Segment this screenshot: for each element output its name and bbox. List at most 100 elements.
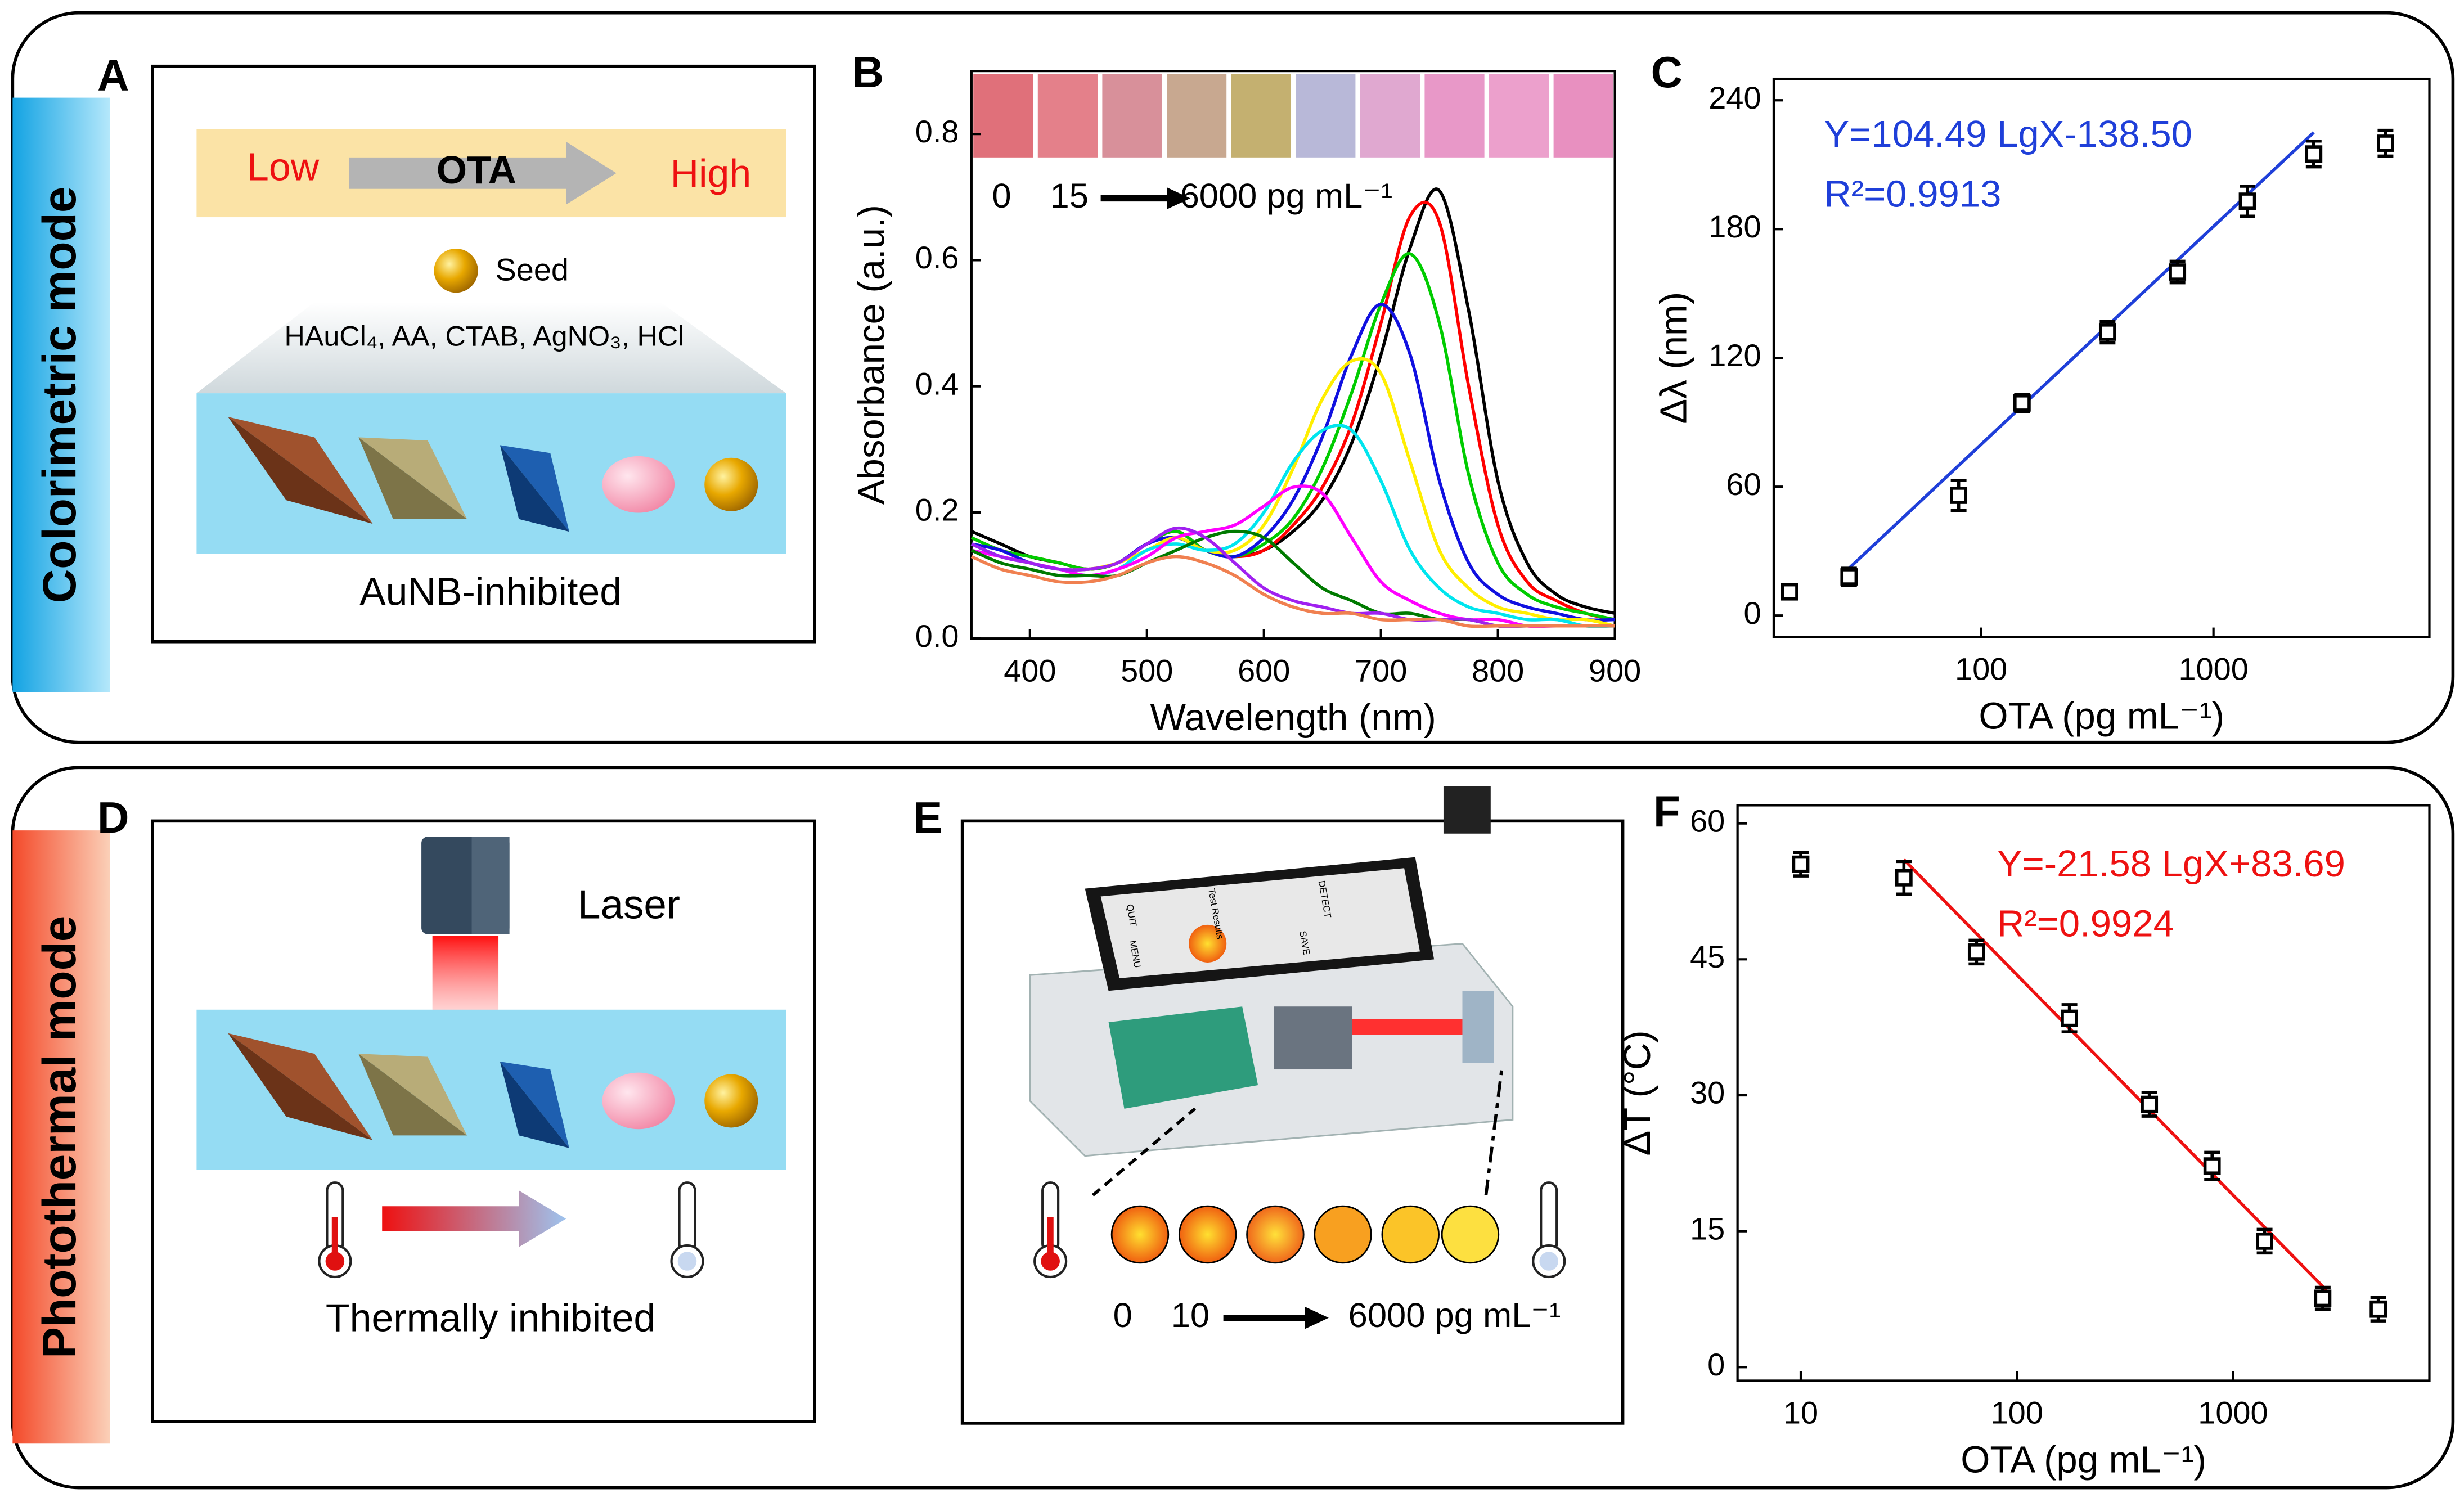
arrow [382,1190,566,1247]
equation: Y=104.49 LgX-138.50 [1824,113,2192,155]
vial [973,74,1033,158]
y-axis-label: Absorbance (a.u.) [850,205,892,505]
data-point [1967,943,1985,961]
arrow [349,141,617,205]
x-tick-label: 700 [1355,653,1407,688]
panel-letter: A [97,51,129,100]
vial [1037,74,1098,158]
vial [1360,74,1420,158]
phone-screen [1100,868,1420,978]
seed-icon [434,248,478,293]
y-tick-label: 0.4 [915,366,959,401]
plot-frame [1736,804,2431,1382]
zoom-line [1091,1107,1197,1197]
y-tick-label: 0 [1707,1347,1725,1382]
laser-label: Laser [578,882,680,927]
x-tick-label: 800 [1472,653,1524,688]
reagents: HAuCl₄, AA, CTAB, AgNO₃, HCl [284,320,684,352]
x-tick-label: 1000 [2178,651,2248,687]
laser-beam [1352,1019,1463,1035]
result-dot [1246,1205,1305,1264]
data-point [1781,583,1798,601]
annotation: 0 [992,177,1011,215]
spectrum-line [970,555,1615,628]
x-tick-label: 100 [1991,1395,2043,1431]
y-tick-label: 240 [1708,80,1761,115]
scale-label: 6000 pg mL⁻¹ [1348,1296,1561,1335]
y-tick-label: 30 [1690,1075,1725,1110]
x-axis-label: OTA (pg mL⁻¹) [1979,695,2224,737]
arrow [1100,187,1190,210]
data-point [2377,134,2394,152]
data-point [2314,1289,2332,1307]
scale-label: 0 [1113,1296,1132,1335]
data-point [2256,1232,2273,1250]
data-point [2141,1095,2159,1113]
r-squared: R²=0.9924 [1997,902,2174,945]
x-tick-label: 10 [1783,1395,1818,1431]
vial [1167,74,1227,158]
plot-frame [1772,77,2431,638]
device-box [1029,942,1514,1157]
x-axis-label: Wavelength (nm) [1150,696,1436,739]
camera [1443,786,1491,834]
result-dot [1441,1205,1500,1264]
spectrum-line [970,200,1616,622]
high-label: High [671,151,752,195]
caption: AuNB-inhibited [359,569,622,613]
data-point [2203,1157,2221,1175]
seed-label: Seed [495,252,569,287]
data-point [2305,145,2323,163]
data-point [1792,855,1810,873]
x-tick-label: 600 [1238,653,1290,688]
data-point [2013,394,2031,412]
y-tick-label: 45 [1690,939,1725,974]
panel-letter: F [1653,786,1680,836]
mode-label: Photothermal mode [33,916,86,1359]
result-dot [1314,1205,1372,1264]
x-tick-label: 400 [1004,653,1056,688]
mode-box [12,830,110,1444]
x-tick-label: 500 [1121,653,1173,688]
laser-module [1274,1006,1352,1070]
y-tick-label: 60 [1690,803,1725,838]
vial [1231,74,1291,158]
y-tick-label: 15 [1690,1211,1725,1246]
mode-label: Colorimetric mode [33,187,86,604]
panel-letter: C [1651,47,1683,97]
vial [1424,74,1485,158]
r-squared: R²=0.9913 [1824,173,2001,215]
equation: Y=-21.58 LgX+83.69 [1997,843,2345,885]
data-point [2369,1300,2387,1318]
laser-beam [432,936,499,1018]
analyte-label: OTA [437,148,516,192]
annotation: 6000 pg mL⁻¹ [1180,177,1393,215]
x-tick-label: 1000 [2198,1395,2268,1431]
low-label: Low [247,145,320,189]
annotation: 15 [1050,177,1089,215]
spectrum-line [970,187,1616,615]
data-point [1950,487,1968,504]
y-tick-label: 0.2 [915,492,959,528]
y-tick-label: 0 [1743,595,1761,631]
result-dot [1381,1205,1440,1264]
y-axis-label: Δλ (nm) [1652,292,1694,424]
y-tick-label: 180 [1708,209,1761,244]
vial [1102,74,1162,158]
fit-line [1903,858,2328,1292]
vial [1296,74,1356,158]
data-point [2238,192,2256,210]
panel-letter: E [913,793,942,842]
result-dot [1178,1205,1237,1264]
vial [1489,74,1549,158]
y-tick-label: 120 [1708,338,1761,373]
zoom-line [1484,1069,1504,1195]
fit-line [1847,131,2315,570]
caption: Thermally inhibited [326,1296,655,1340]
arrow [1223,1307,1329,1329]
result-icon [1189,924,1227,963]
panel-letter: D [97,793,129,842]
x-tick-label: 100 [1955,651,2007,687]
